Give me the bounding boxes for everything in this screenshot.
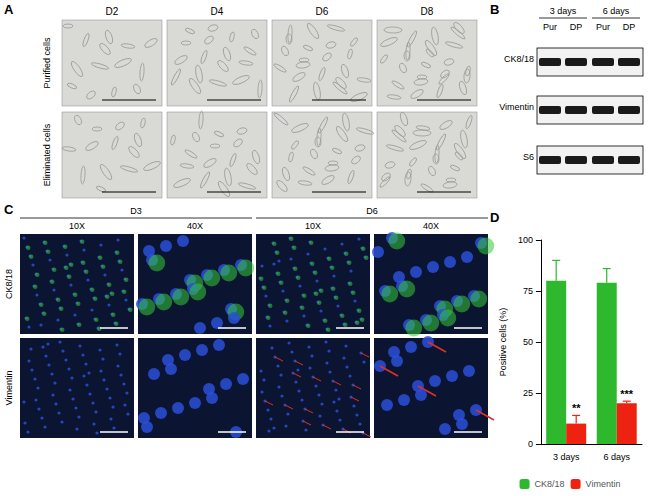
svg-text:40X: 40X bbox=[187, 221, 203, 231]
svg-text:0: 0 bbox=[528, 439, 533, 449]
svg-text:B: B bbox=[490, 2, 499, 17]
svg-text:CK8/18: CK8/18 bbox=[535, 479, 565, 489]
svg-text:Vimentin: Vimentin bbox=[499, 102, 534, 112]
svg-text:Eliminated cells: Eliminated cells bbox=[42, 123, 52, 186]
svg-text:10X: 10X bbox=[69, 221, 85, 231]
svg-text:40X: 40X bbox=[423, 221, 439, 231]
svg-text:Vimentin: Vimentin bbox=[586, 479, 621, 489]
svg-text:Vimentin: Vimentin bbox=[4, 371, 14, 406]
svg-text:D3: D3 bbox=[130, 206, 142, 216]
svg-text:DP: DP bbox=[623, 22, 636, 32]
svg-text:CK8/18: CK8/18 bbox=[4, 269, 14, 299]
svg-text:D6: D6 bbox=[366, 206, 378, 216]
svg-text:DP: DP bbox=[570, 22, 583, 32]
svg-text:S6: S6 bbox=[523, 152, 534, 162]
svg-text:50: 50 bbox=[523, 337, 533, 347]
svg-text:Pur: Pur bbox=[596, 22, 610, 32]
svg-text:100: 100 bbox=[518, 235, 533, 245]
svg-text:D: D bbox=[490, 210, 499, 225]
svg-text:A: A bbox=[4, 2, 14, 17]
svg-text:***: *** bbox=[620, 388, 634, 400]
svg-text:3 days: 3 days bbox=[553, 452, 580, 462]
svg-text:25: 25 bbox=[523, 388, 533, 398]
svg-text:D6: D6 bbox=[316, 6, 329, 17]
svg-text:75: 75 bbox=[523, 286, 533, 296]
svg-text:10X: 10X bbox=[305, 221, 321, 231]
svg-text:**: ** bbox=[572, 402, 581, 414]
svg-text:3 days: 3 days bbox=[550, 6, 577, 16]
svg-text:D2: D2 bbox=[106, 6, 119, 17]
svg-text:D4: D4 bbox=[211, 6, 224, 17]
svg-text:C: C bbox=[4, 202, 14, 217]
svg-text:Purified cells: Purified cells bbox=[42, 37, 52, 89]
svg-text:Pur: Pur bbox=[543, 22, 557, 32]
svg-text:6 days: 6 days bbox=[603, 6, 630, 16]
svg-text:CK8/18: CK8/18 bbox=[504, 54, 534, 64]
svg-text:D8: D8 bbox=[421, 6, 434, 17]
svg-text:Positive cells (%): Positive cells (%) bbox=[498, 308, 508, 377]
svg-text:6 days: 6 days bbox=[603, 452, 630, 462]
